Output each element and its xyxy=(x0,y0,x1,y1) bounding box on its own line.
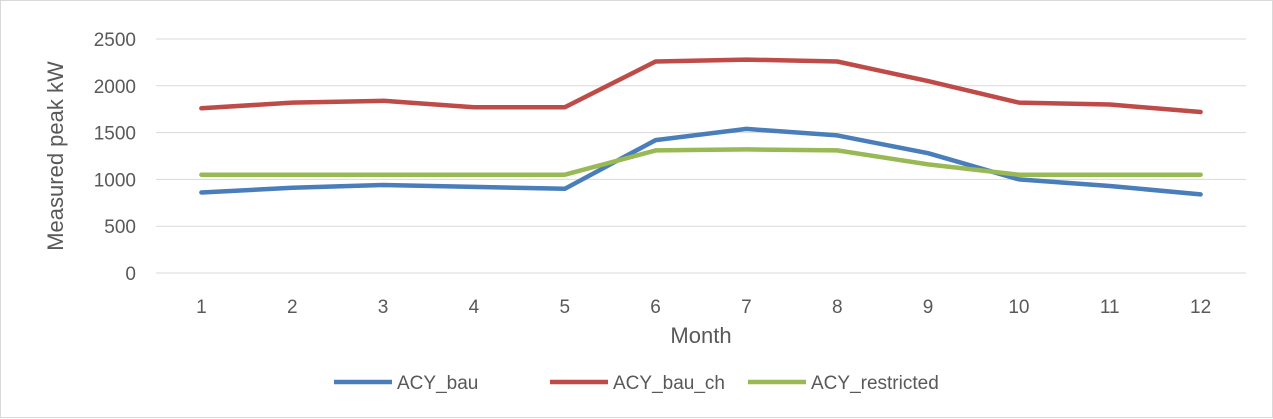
legend-label: ACY_restricted xyxy=(811,373,939,394)
x-tick-label: 1 xyxy=(196,297,207,318)
y-axis-tick-labels: 0 500 1000 1500 2000 2500 xyxy=(94,30,136,285)
legend-label: ACY_bau xyxy=(397,373,478,394)
y-tick-label: 0 xyxy=(125,264,136,285)
y-tick-label: 2000 xyxy=(94,77,136,98)
legend-label: ACY_bau_ch xyxy=(613,373,725,394)
y-tick-label: 500 xyxy=(104,217,136,238)
x-tick-label: 12 xyxy=(1190,297,1211,318)
y-axis-title: Measured peak kW xyxy=(43,61,68,251)
x-tick-label: 2 xyxy=(287,297,298,318)
series-line-acy-bau xyxy=(199,126,1203,197)
x-tick-label: 10 xyxy=(1008,297,1029,318)
x-tick-label: 11 xyxy=(1100,297,1120,318)
gridlines xyxy=(156,38,1246,274)
x-tick-label: 4 xyxy=(469,297,480,318)
x-axis-title: Month xyxy=(670,323,731,348)
series-line-acy-restricted xyxy=(199,147,1203,177)
x-tick-label: 8 xyxy=(832,297,843,318)
y-tick-label: 1500 xyxy=(94,124,136,145)
x-tick-label: 5 xyxy=(559,297,570,318)
y-tick-label: 2500 xyxy=(94,30,136,51)
x-tick-label: 9 xyxy=(923,297,934,318)
y-tick-label: 1000 xyxy=(94,170,136,191)
legend: ACY_bau ACY_bau_ch ACY_restricted xyxy=(334,373,939,394)
series-line-acy-bau-ch xyxy=(199,57,1203,115)
series-lines xyxy=(199,57,1203,197)
x-tick-label: 6 xyxy=(650,297,661,318)
x-tick-label: 3 xyxy=(378,297,389,318)
x-axis-tick-labels: 1 2 3 4 5 6 7 8 9 10 11 12 xyxy=(196,297,1211,318)
x-tick-label: 7 xyxy=(741,297,752,318)
